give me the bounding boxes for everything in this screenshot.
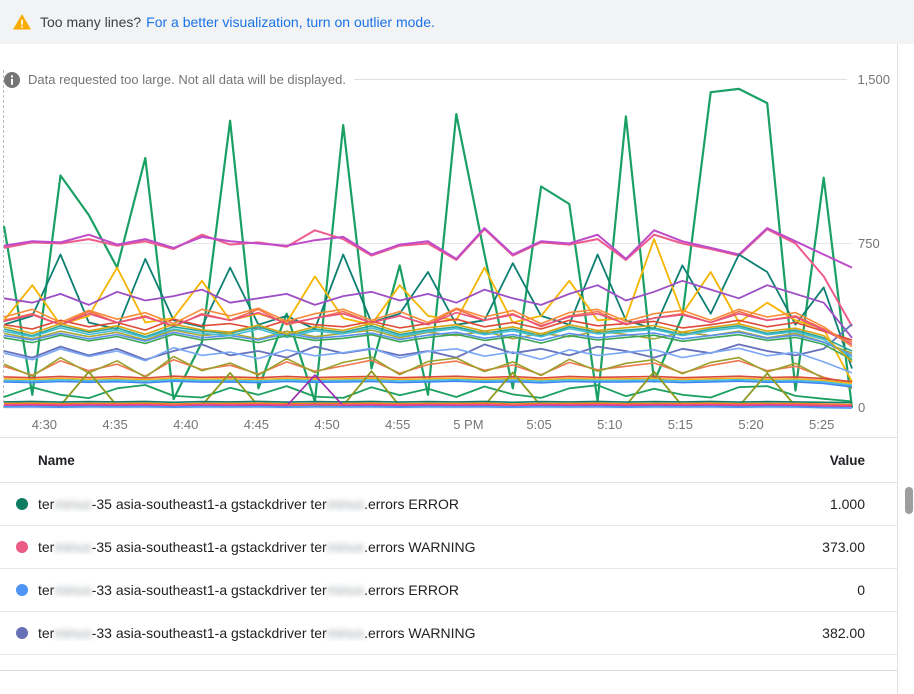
x-tick-label: 5:20 <box>738 417 764 432</box>
x-tick-label: 4:35 <box>102 417 128 432</box>
chart-svg[interactable] <box>0 77 897 410</box>
x-tick-label: 5:25 <box>809 417 835 432</box>
chart-line <box>3 358 853 385</box>
x-tick-label: 4:50 <box>314 417 340 432</box>
series-color-dot <box>16 627 28 639</box>
x-tick-label: 5:15 <box>667 417 694 432</box>
series-name: terminus-33 asia-southeast1-a gstackdriv… <box>38 582 459 598</box>
legend-table: Name Value terminus-35 asia-southeast1-a… <box>0 437 897 655</box>
value-column-header: Value <box>829 452 865 468</box>
data-notice-text: Data requested too large. Not all data w… <box>28 71 346 87</box>
x-tick-label: 4:45 <box>243 417 270 432</box>
chart-line <box>3 238 853 383</box>
gridline-1500 <box>353 78 848 80</box>
x-tick-label: 5:05 <box>526 417 552 432</box>
x-tick-label: 5 PM <box>453 417 484 432</box>
chart-line <box>3 384 853 403</box>
chart-line <box>3 228 853 327</box>
chart-line <box>3 346 853 374</box>
series-name: terminus-35 asia-southeast1-a gstackdriv… <box>38 496 459 512</box>
chart-left-edge-marker <box>3 70 4 408</box>
chart-line <box>3 374 853 407</box>
x-axis-labels: 4:30 4:35 4:40 4:45 4:50 4:55 5 PM 5:05 5:10 5:15… <box>0 417 897 433</box>
chart-line <box>3 322 853 363</box>
x-tick-label: 5:10 <box>597 417 623 432</box>
chart-line <box>3 402 853 406</box>
table-row[interactable]: terminus-33 asia-southeast1-a gstackdriv… <box>0 612 897 655</box>
y-tick-1500: 1,500 <box>857 71 890 87</box>
series-value: 0 <box>857 582 865 598</box>
chart-line <box>3 253 853 369</box>
legend-table-header: Name Value <box>0 438 897 483</box>
scrollbar-track[interactable] <box>897 44 914 694</box>
chart-line <box>3 378 853 386</box>
series-value: 1.000 <box>829 496 865 512</box>
scrollbar-thumb[interactable] <box>905 487 913 514</box>
chart-line <box>3 326 853 359</box>
chart-line <box>3 333 853 361</box>
series-name: terminus-33 asia-southeast1-a gstackdriv… <box>38 625 476 641</box>
chart-line <box>3 227 853 269</box>
banner-message: Too many lines? <box>40 14 142 30</box>
info-icon <box>4 72 20 88</box>
warning-banner: Too many lines? For a better visualizati… <box>0 0 914 44</box>
series-color-dot <box>16 584 28 596</box>
chart-line <box>3 325 853 352</box>
chart-line <box>3 318 853 341</box>
y-tick-0: 0 <box>858 400 866 415</box>
chart-line <box>3 375 853 383</box>
chart-line <box>3 400 853 404</box>
series-color-dot <box>16 541 28 553</box>
x-tick-label: 4:40 <box>173 417 199 432</box>
series-color-dot <box>16 498 28 510</box>
chart-line <box>3 331 853 357</box>
x-tick-label: 4:55 <box>385 417 411 432</box>
chart-line <box>3 380 853 388</box>
widget-bottom-border <box>0 670 914 671</box>
series-value: 382.00 <box>822 625 865 641</box>
chart-line <box>3 403 853 407</box>
chart-line <box>3 307 853 348</box>
data-notice-row: Data requested too large. Not all data w… <box>28 71 890 87</box>
warning-icon <box>13 14 31 30</box>
x-tick-label: 4:30 <box>31 417 58 432</box>
table-row[interactable]: terminus-35 asia-southeast1-a gstackdriv… <box>0 526 897 569</box>
chart-line <box>3 279 853 339</box>
chart-line <box>3 355 853 390</box>
chart-line <box>3 405 853 409</box>
chart-line <box>3 311 853 346</box>
outlier-mode-link[interactable]: For a better visualization, turn on outl… <box>146 14 435 30</box>
series-name: terminus-35 asia-southeast1-a gstackdriv… <box>38 539 476 555</box>
name-column-header: Name <box>38 452 75 468</box>
series-value: 373.00 <box>822 539 865 555</box>
chart-line <box>3 377 853 385</box>
table-row[interactable]: terminus-33 asia-southeast1-a gstackdriv… <box>0 569 897 612</box>
legend-table-body: terminus-35 asia-southeast1-a gstackdriv… <box>0 483 897 655</box>
chart-line <box>2 87 854 408</box>
y-tick-750: 750 <box>858 236 880 251</box>
table-row[interactable]: terminus-35 asia-southeast1-a gstackdriv… <box>0 483 897 526</box>
